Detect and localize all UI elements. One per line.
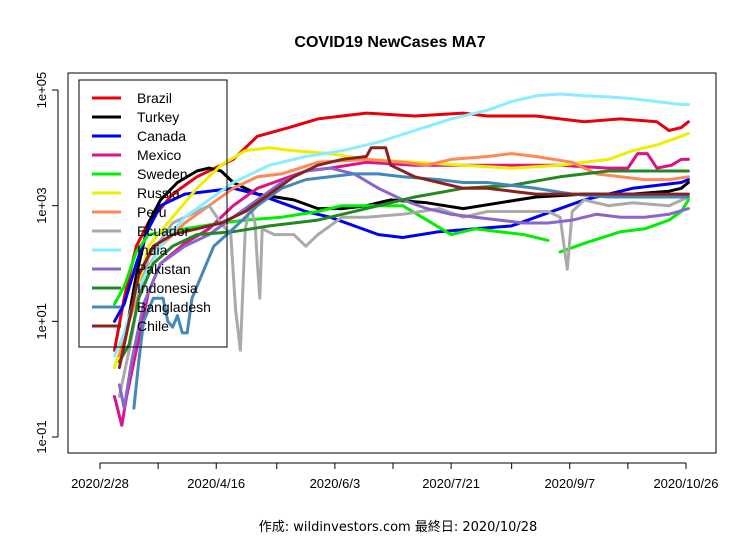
y-tick-label: 1e+01 — [34, 303, 49, 340]
legend-label-chile: Chile — [137, 318, 169, 334]
legend-label-ecuador: Ecuador — [137, 223, 189, 239]
legend-label-turkey: Turkey — [137, 109, 179, 125]
series-line-chile — [117, 146, 690, 370]
legend-box — [78, 79, 228, 348]
chart-title: COVID19 NewCases MA7 — [294, 34, 485, 51]
x-tick-label: 2020/9/7 — [544, 476, 595, 491]
legend-label-pakistan: Pakistan — [137, 261, 191, 277]
x-tick-label: 2020/10/26 — [653, 476, 718, 491]
legend-label-peru: Peru — [137, 204, 167, 220]
legend-label-india: India — [137, 242, 168, 258]
plot-frame — [67, 72, 717, 454]
legend-label-bangladesh: Bangladesh — [137, 299, 211, 315]
legend-label-sweden: Sweden — [137, 166, 188, 182]
axes-layer: 1e-01 1e+01 1e+03 1e+05 2020/2/28 2020/4/16 20… — [34, 72, 719, 491]
legend-label-brazil: Brazil — [137, 90, 172, 106]
x-tick-label: 2020/2/28 — [71, 476, 129, 491]
series-line-india — [113, 92, 690, 358]
legend-label-russia: Russia — [137, 185, 180, 201]
legend-label-mexico: Mexico — [137, 147, 182, 163]
x-tick-label: 2020/6/3 — [310, 476, 361, 491]
series-line-indonesia — [117, 169, 690, 364]
series-layer — [113, 92, 690, 427]
x-tick-label: 2020/4/16 — [187, 476, 245, 491]
legend-label-indonesia: Indonesia — [137, 280, 198, 296]
legend: Brazil Turkey Canada Mexico Sweden Russia Peru… — [78, 79, 228, 348]
y-tick-label: 1e+03 — [34, 187, 49, 224]
y-tick-label: 1e-01 — [34, 420, 49, 453]
footer-credit: 作成: wildinvestors.com 最終日: 2020/10/28 — [259, 519, 538, 535]
series-line-peru — [117, 152, 690, 358]
y-tick-label: 1e+05 — [34, 72, 49, 109]
series-line-pakistan — [117, 166, 690, 410]
x-tick-label: 2020/7/21 — [422, 476, 480, 491]
series-line-bangladesh — [132, 172, 690, 410]
legend-label-canada: Canada — [137, 128, 186, 144]
series-line-russia — [113, 131, 690, 370]
series-line-ecuador — [117, 195, 690, 398]
